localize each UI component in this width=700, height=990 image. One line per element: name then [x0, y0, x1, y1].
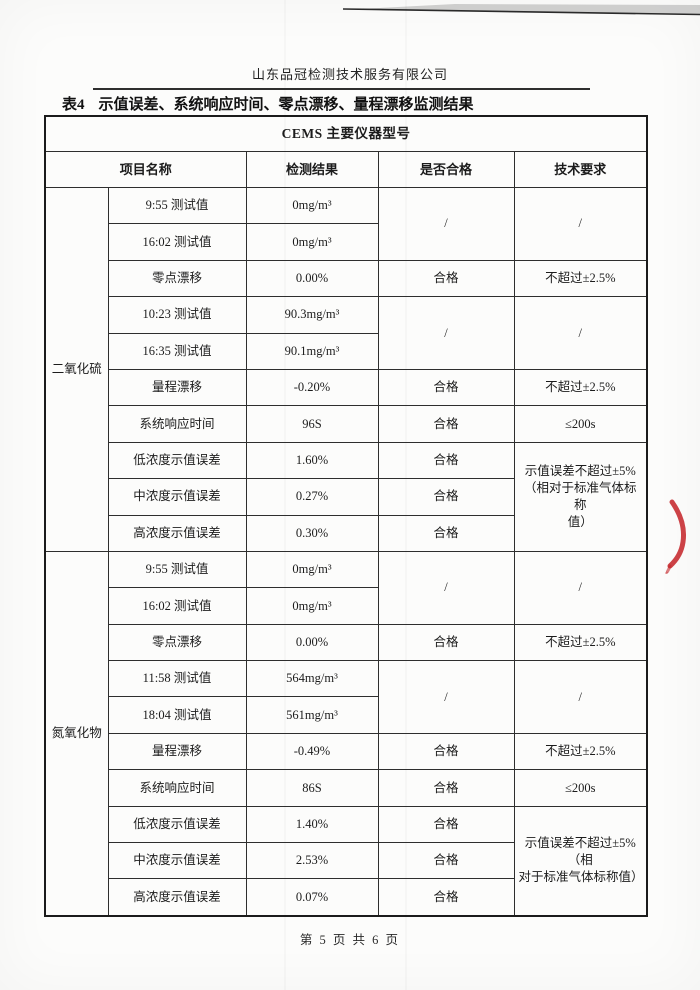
cell-item: 中浓度示值误差: [107, 478, 247, 516]
red-pen-mark: [665, 499, 686, 574]
cell-result: 0mg/m³: [245, 223, 379, 261]
cell-item: 9:55 测试值: [107, 186, 247, 225]
cell-result: 0mg/m³: [245, 550, 379, 589]
cell-item: 16:35 测试值: [107, 332, 247, 370]
cell-qualified: 合格: [377, 405, 515, 443]
cell-qualified: 合格: [377, 441, 515, 480]
cell-requirement: ≤200s: [513, 405, 648, 443]
cell-item: 高浓度示值误差: [107, 878, 247, 917]
cell-pollutant: 氮氧化物: [44, 550, 109, 917]
cell-item: 16:02 测试值: [107, 587, 247, 625]
cell-result: 564mg/m³: [245, 660, 379, 698]
cell-result: 0.00%: [245, 623, 379, 662]
cell-item: 高浓度示值误差: [107, 514, 247, 552]
cell-result: 90.1mg/m³: [245, 332, 379, 370]
scan-edge-artifact: [342, 4, 700, 16]
table-number: 表4: [62, 97, 85, 113]
cell-result: 96S: [245, 405, 379, 443]
cell-item: 11:58 测试值: [107, 660, 247, 698]
cell-result: 0.27%: [245, 478, 379, 516]
cell-result: 90.3mg/m³: [245, 296, 379, 334]
column-header-qualified: 是否合格: [377, 151, 515, 188]
cell-result: 0mg/m³: [245, 186, 379, 225]
cell-item: 低浓度示值误差: [107, 805, 247, 844]
cell-requirement: 不超过±2.5%: [513, 732, 648, 771]
cell-result: 1.60%: [245, 441, 379, 480]
cell-result: 0.00%: [245, 259, 379, 298]
cell-requirement: 示值误差不超过±5% （相对于标准气体标称 值）: [513, 441, 648, 552]
cell-result: 0.07%: [245, 878, 379, 917]
cell-requirement: 不超过±2.5%: [513, 368, 648, 407]
cell-qualified: 合格: [377, 769, 515, 807]
column-header-item: 项目名称: [44, 151, 247, 188]
cell-item: 零点漂移: [107, 259, 247, 298]
cell-requirement: /: [513, 660, 648, 734]
cell-requirement: ≤200s: [513, 769, 648, 807]
table-caption: 示值误差、系统响应时间、零点漂移、量程漂移监测结果: [98, 97, 474, 113]
header-rule: [93, 88, 590, 90]
cell-result: 0.30%: [245, 514, 379, 552]
cell-qualified: 合格: [377, 623, 515, 662]
cell-qualified: /: [377, 187, 515, 261]
cell-result: -0.49%: [245, 732, 379, 771]
cell-qualified: 合格: [377, 805, 515, 844]
cell-item: 10:23 测试值: [107, 296, 247, 334]
cell-item: 18:04 测试值: [107, 696, 247, 734]
cell-qualified: /: [377, 660, 515, 734]
cell-requirement: 不超过±2.5%: [513, 623, 648, 662]
cell-qualified: 合格: [377, 514, 515, 552]
company-name: 山东品冠检测技术服务有限公司: [251, 67, 448, 82]
cell-item: 零点漂移: [107, 623, 247, 662]
cell-item: 系统响应时间: [107, 769, 247, 807]
cell-result: -0.20%: [245, 368, 379, 407]
cell-pollutant: 二氧化硫: [44, 187, 109, 552]
column-header-result: 检测结果: [245, 151, 379, 188]
table-title: CEMS 主要仪器型号: [44, 115, 648, 152]
cell-qualified: /: [377, 550, 515, 625]
cell-result: 1.40%: [245, 805, 379, 844]
cell-result: 0mg/m³: [245, 587, 379, 625]
cell-result: 2.53%: [245, 842, 379, 880]
results-table: CEMS 主要仪器型号 项目名称 检测结果 是否合格 技术要求 二氧化硫 9:5…: [44, 115, 649, 917]
cell-result: 86S: [245, 769, 379, 807]
cell-result: 561mg/m³: [245, 696, 379, 734]
cell-requirement: /: [513, 550, 648, 625]
cell-item: 量程漂移: [107, 368, 247, 407]
cell-requirement: /: [513, 187, 648, 261]
cell-item: 中浓度示值误差: [107, 842, 247, 880]
cell-requirement: 不超过±2.5%: [513, 259, 648, 298]
cell-qualified: 合格: [377, 259, 515, 298]
cell-qualified: 合格: [377, 842, 515, 880]
cell-qualified: /: [377, 296, 515, 370]
cell-requirement: 示值误差不超过±5%（相 对于标准气体标称值）: [513, 805, 648, 917]
cell-qualified: 合格: [377, 368, 515, 407]
cell-item: 低浓度示值误差: [107, 441, 247, 480]
cell-qualified: 合格: [377, 478, 515, 516]
cell-qualified: 合格: [377, 878, 515, 917]
cell-item: 16:02 测试值: [107, 223, 247, 261]
page-number: 第 5 页 共 6 页: [299, 933, 401, 947]
document-title: 表4 示值误差、系统响应时间、零点漂移、量程漂移监测结果: [62, 93, 474, 114]
cell-item: 系统响应时间: [107, 405, 247, 443]
cell-item: 9:55 测试值: [107, 550, 247, 589]
cell-requirement: /: [513, 296, 648, 370]
cell-qualified: 合格: [377, 732, 515, 771]
column-header-requirement: 技术要求: [513, 151, 648, 188]
cell-item: 量程漂移: [107, 732, 247, 771]
